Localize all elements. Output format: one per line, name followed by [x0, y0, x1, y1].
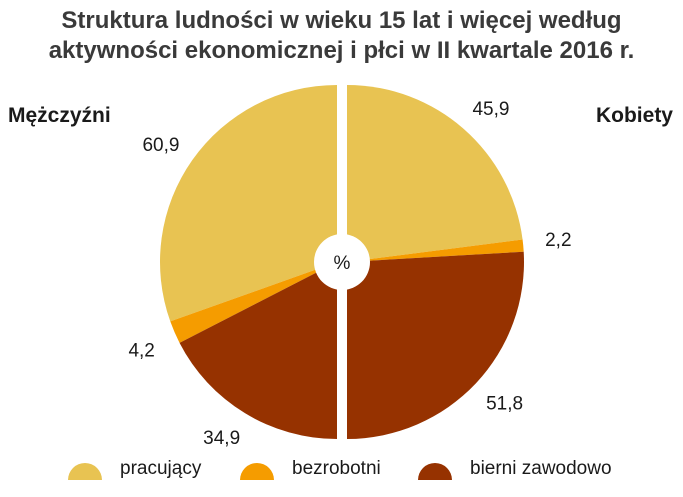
chart-title-line2: aktywności ekonomicznej i płci w II kwar… [48, 37, 635, 64]
men-slice-bezrobotni [170, 262, 337, 343]
women-value-label-bezrobotni: 2,2 [545, 230, 571, 251]
legend-swatch [68, 463, 102, 480]
women-slice-bezrobotni [347, 239, 524, 262]
legend-item-pracujacy: pracujący [68, 458, 201, 480]
women-slice-pracujacy [347, 85, 523, 262]
chart-title: Struktura ludności w wieku 15 lat i więc… [0, 6, 683, 66]
men-label: Mężczyźni [8, 104, 111, 127]
men-value-label-bezrobotni: 4,2 [128, 340, 154, 361]
chart-legend: pracujący bezrobotni bierni zawodowo [0, 458, 683, 494]
women-value-label-pracujacy: 45,9 [472, 99, 509, 120]
women-label: Kobiety [595, 104, 673, 127]
legend-swatch [418, 463, 452, 480]
men-value-label-bierni: 34,9 [203, 428, 240, 449]
legend-label: pracujący [120, 458, 202, 479]
men-value-label-pracujacy: 60,9 [142, 135, 179, 156]
legend-item-bierni: bierni zawodowo [418, 458, 612, 480]
legend-label: bierni zawodowo [470, 458, 612, 479]
legend-swatch-shape [240, 463, 274, 480]
chart-title-line1: Struktura ludności w wieku 15 lat i więc… [61, 7, 622, 34]
unit-label: % [334, 253, 351, 274]
legend-label: bezrobotni [292, 458, 381, 479]
legend-swatch [240, 463, 274, 480]
legend-swatch-shape [68, 463, 102, 480]
women-value-label-bierni: 51,8 [486, 394, 523, 415]
men-slice-bierni [179, 262, 337, 439]
pie-center-hole [314, 234, 370, 290]
legend-item-bezrobotni: bezrobotni [240, 458, 381, 480]
legend-swatch-shape [418, 463, 452, 480]
men-slice-pracujacy [159, 85, 337, 322]
women-slice-bierni [347, 251, 524, 439]
